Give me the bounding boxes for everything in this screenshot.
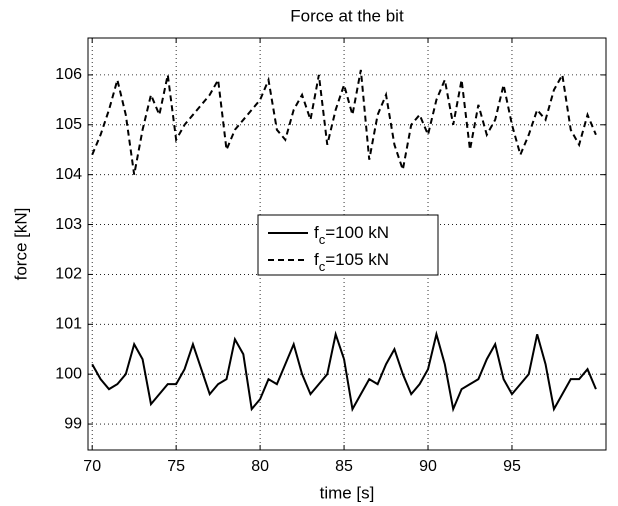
x-tick-label: 90 [419,458,437,475]
x-tick-label: 80 [251,458,269,475]
legend-label: fc=100 kN [314,223,389,247]
x-tick-label: 95 [503,458,521,475]
x-axis-label: time [s] [320,483,375,502]
y-tick-label: 105 [55,116,82,133]
legend-label: fc=105 kN [314,250,389,274]
plot-frame [87,37,607,451]
x-tick-label: 75 [167,458,185,475]
y-tick-label: 106 [55,66,82,83]
y-tick-label: 99 [64,415,82,432]
y-axis-label: force [kN] [11,208,30,281]
y-tick-label: 102 [55,266,82,283]
y-tick-label: 103 [55,216,82,233]
series-line [91,330,597,413]
y-tick-label: 101 [55,316,82,333]
legend: fc=100 kN fc=105 kN [257,214,439,276]
x-tick-label: 85 [335,458,353,475]
y-tick-label: 100 [55,365,82,382]
series-line [91,69,597,175]
legend-box [257,214,439,276]
chart-title: Force at the bit [290,6,404,25]
y-tick-label: 104 [55,166,82,183]
x-tick-label: 70 [83,458,101,475]
